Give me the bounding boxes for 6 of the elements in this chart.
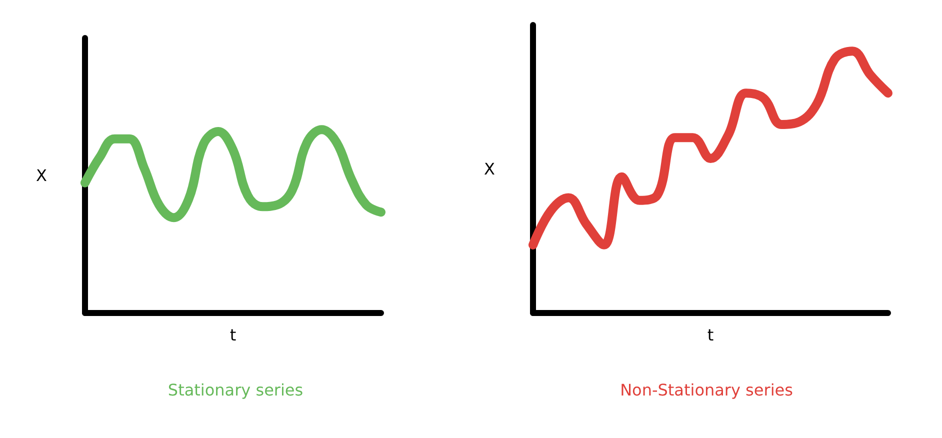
text: Non-Stationary series [620, 380, 793, 400]
x-axis-title: t [230, 326, 236, 344]
y-axis-title: X [36, 166, 48, 185]
text: Stationary series [168, 380, 304, 400]
y-axis-title: X [484, 160, 496, 178]
x-axis-title: t [707, 326, 714, 344]
